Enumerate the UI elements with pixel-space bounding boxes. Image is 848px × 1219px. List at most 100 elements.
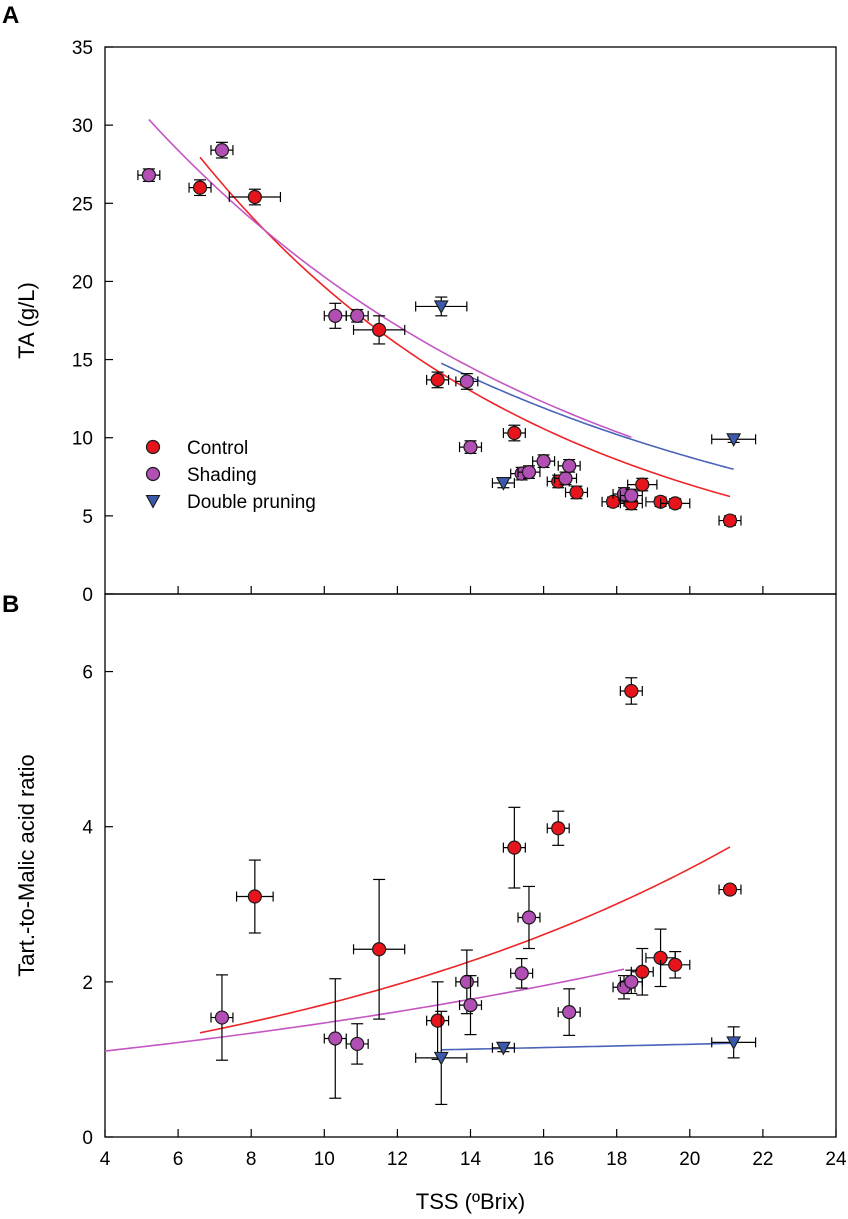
- y-tick-label: 4: [82, 818, 93, 839]
- data-point-shading: [557, 988, 581, 1036]
- x-tick-label: 4: [100, 1149, 111, 1170]
- legend-marker-control: [145, 439, 161, 455]
- x-tick-label: 22: [752, 1149, 773, 1170]
- y-tick-label: 0: [82, 1128, 93, 1149]
- marker-control: [430, 372, 445, 387]
- y-axis-title: TA (g/L): [14, 282, 39, 359]
- marker-shading: [521, 464, 537, 480]
- marker-shading: [562, 458, 577, 473]
- x-tick-label: 18: [606, 1149, 627, 1170]
- data-point-control: [188, 179, 212, 197]
- x-tick-label: 6: [173, 1149, 184, 1170]
- marker-shading: [514, 966, 529, 981]
- panel-label-b: B: [2, 591, 19, 618]
- marker-shading: [521, 910, 537, 925]
- data-point-control: [619, 677, 643, 705]
- marker-shading: [214, 1010, 230, 1025]
- data-point-control: [502, 806, 526, 889]
- marker-control: [430, 1013, 445, 1028]
- data-point-control: [352, 315, 406, 345]
- data-point-shading: [458, 975, 483, 1036]
- panel-a-chart: 0 5 10 15 20 25 30 35 TA (g/L) Control Shading Doub…: [14, 38, 837, 606]
- marker-control: [668, 957, 683, 972]
- marker-shading: [536, 454, 551, 469]
- marker-shading: [141, 168, 156, 183]
- marker-control: [551, 821, 566, 836]
- marker-shading: [328, 1031, 343, 1046]
- marker-control: [624, 683, 639, 699]
- marker-shading: [459, 374, 474, 389]
- data-point-double: [491, 476, 515, 491]
- data-point-shading: [458, 439, 483, 455]
- data-point-double: [415, 296, 468, 317]
- marker-control: [569, 485, 584, 500]
- fit-line-double: [440, 362, 734, 471]
- data-point-shading: [532, 454, 556, 469]
- data-point-control: [426, 371, 450, 389]
- legend-marker-shading: [145, 466, 161, 482]
- fit-line-control: [199, 846, 731, 1034]
- marker-control: [668, 496, 683, 511]
- data-point-shading: [323, 302, 347, 329]
- data-point-shading: [510, 957, 534, 989]
- data-point-shading: [619, 488, 643, 503]
- marker-shading: [562, 1005, 577, 1020]
- x-axis-title: TSS (ºBrix): [416, 1189, 525, 1214]
- fit-line-shading: [148, 118, 632, 438]
- y-tick-label: 35: [72, 38, 93, 59]
- data-point-shading: [517, 464, 541, 480]
- y-tick-label: 15: [72, 351, 93, 372]
- panel-label-a: A: [2, 2, 19, 29]
- marker-shading: [459, 974, 474, 989]
- marker-shading: [558, 471, 573, 486]
- legend-label-shading: Shading: [187, 465, 257, 486]
- marker-double: [726, 433, 742, 447]
- data-point-control: [502, 424, 526, 442]
- data-point-control: [659, 951, 691, 979]
- data-point-shading: [619, 969, 643, 995]
- data-point-shading: [210, 974, 234, 1061]
- marker-control: [507, 425, 522, 441]
- data-point-control: [426, 981, 450, 1061]
- data-point-control: [235, 859, 274, 934]
- data-point-control: [630, 947, 654, 996]
- marker-control: [635, 477, 650, 492]
- y-axis-title: Tart.-to-Malic acid ratio: [14, 754, 39, 977]
- marker-control: [192, 180, 208, 195]
- data-point-shading: [557, 458, 581, 473]
- marker-shading: [350, 308, 365, 323]
- marker-control: [722, 882, 738, 897]
- x-tick-label: 16: [533, 1149, 554, 1170]
- marker-shading: [214, 143, 230, 158]
- marker-shading: [624, 974, 639, 989]
- marker-double: [433, 1051, 449, 1066]
- x-tick-label: 12: [387, 1149, 408, 1170]
- data-point-control: [352, 878, 406, 1020]
- marker-control: [372, 322, 387, 337]
- y-tick-label: 6: [82, 663, 93, 684]
- data-point-shading: [517, 885, 541, 950]
- marker-shading: [328, 308, 343, 323]
- data-point-shading: [345, 1023, 369, 1065]
- x-tick-label: 10: [314, 1149, 335, 1170]
- data-point-control: [228, 188, 282, 206]
- data-point-double: [491, 1041, 515, 1056]
- marker-shading: [463, 439, 478, 455]
- data-point-shading: [345, 308, 369, 323]
- y-tick-label: 0: [82, 585, 93, 606]
- marker-double: [495, 1041, 511, 1056]
- legend-marker-double: [145, 494, 161, 509]
- marker-control: [635, 964, 650, 979]
- data-point-double: [415, 1010, 468, 1106]
- y-tick-label: 5: [82, 507, 93, 528]
- data-point-shading: [137, 168, 161, 183]
- x-tick-label: 24: [825, 1149, 847, 1170]
- marker-shading: [624, 488, 639, 503]
- data-point-shading: [455, 373, 479, 390]
- marker-double: [433, 300, 449, 315]
- data-point-control: [564, 485, 589, 500]
- data-point-double: [711, 433, 757, 447]
- marker-shading: [350, 1036, 365, 1052]
- marker-control: [372, 942, 387, 957]
